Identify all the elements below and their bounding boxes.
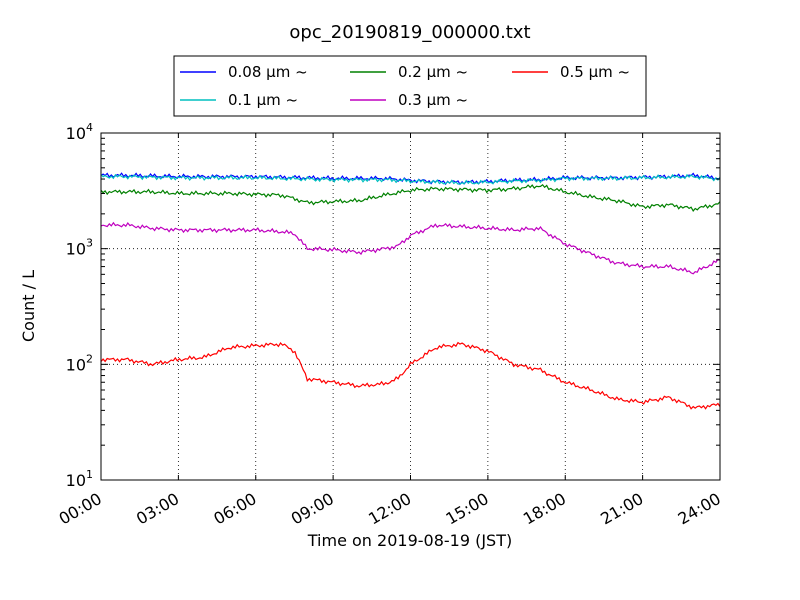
legend-frame — [173, 55, 647, 117]
legend-entry-label: 0.3 μm ~ — [398, 91, 468, 109]
series-line-4 — [100, 341, 721, 410]
x-axis-label: Time on 2019-08-19 (JST) — [307, 531, 512, 550]
y-tick-label-exponent: 3 — [86, 237, 93, 250]
series-line-3 — [100, 221, 721, 275]
y-tick-label: 102 — [66, 352, 93, 374]
y-tick-label-base: 10 — [66, 471, 86, 490]
series-lines — [100, 172, 721, 410]
y-tick-label-base: 10 — [66, 124, 86, 143]
legend-entry-label: 0.5 μm ~ — [560, 63, 630, 81]
y-tick-label-base: 10 — [66, 240, 86, 259]
y-tick-label-exponent: 4 — [86, 121, 93, 134]
y-tick-label-exponent: 1 — [86, 468, 93, 481]
series-line-0 — [100, 172, 721, 186]
y-tick-label: 104 — [66, 121, 93, 143]
chart-title: opc_20190819_000000.txt — [289, 22, 530, 43]
legend-entry-label: 0.2 μm ~ — [398, 63, 468, 81]
legend: 0.08 μm ~ 0.1 μm ~ 0.2 μm ~ 0.3 μm ~ 0.5 μm … — [173, 55, 647, 117]
legend-entry-label: 0.1 μm ~ — [228, 91, 298, 109]
y-tick-label: 101 — [66, 468, 93, 490]
y-tick-label-exponent: 2 — [86, 352, 93, 365]
y-tick-label: 103 — [66, 237, 93, 259]
legend-entry-label: 0.08 μm ~ — [228, 63, 308, 81]
series-line-2 — [100, 183, 721, 212]
y-tick-label-base: 10 — [66, 355, 86, 374]
series-line-1 — [100, 173, 721, 185]
y-axis-label: Count / L — [19, 270, 38, 342]
